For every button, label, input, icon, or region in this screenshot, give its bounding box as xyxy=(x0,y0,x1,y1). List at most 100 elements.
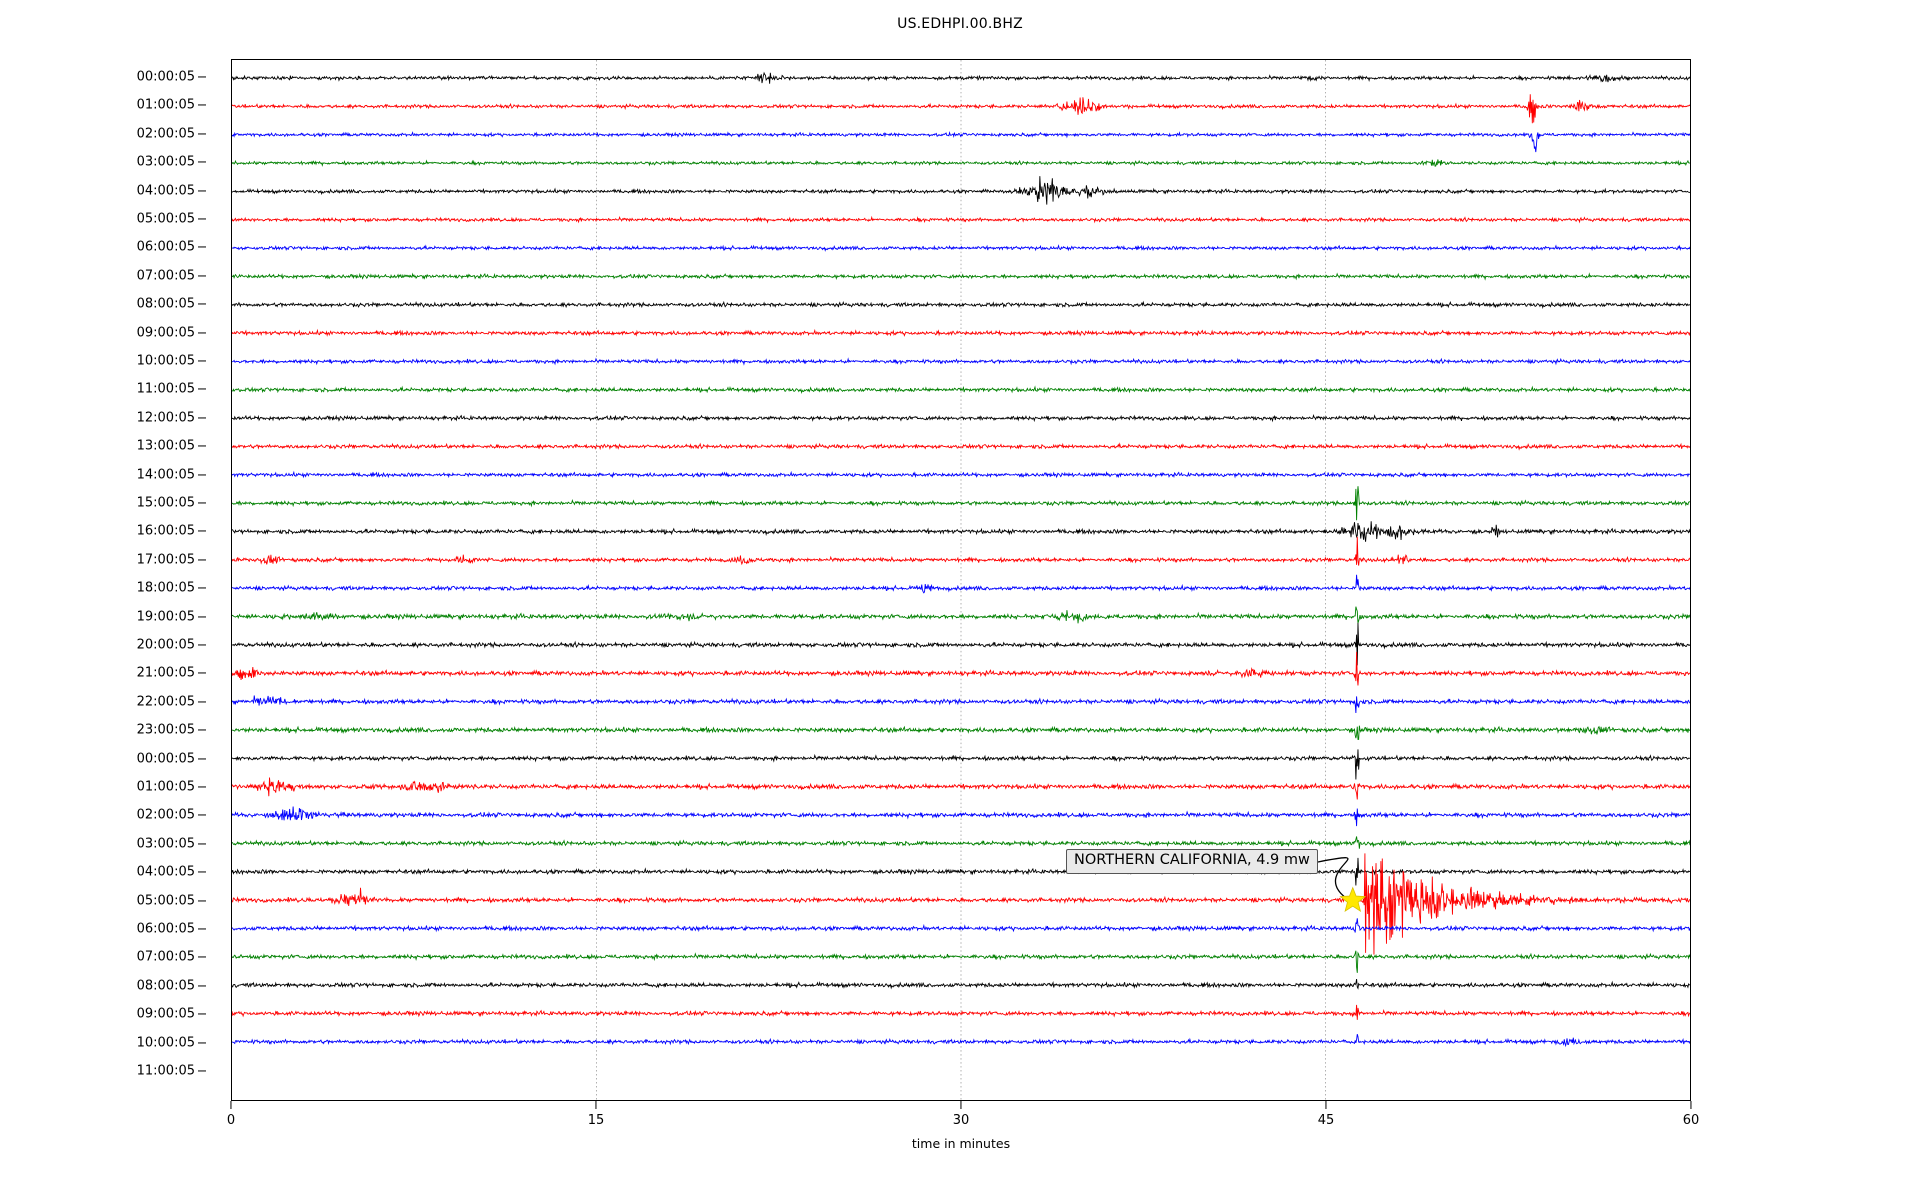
y-tick-mark-16 xyxy=(198,530,206,532)
trace-row-29 xyxy=(232,853,1690,955)
trace-row-3 xyxy=(232,159,1690,167)
y-tick-label-4: 04:00:05 xyxy=(136,183,195,199)
y-tick-mark-6 xyxy=(198,246,206,248)
y-tick-label-27: 03:00:05 xyxy=(136,836,195,852)
x-axis: 0 15 30 45 60 xyxy=(227,1101,1699,1161)
plot-axes-area xyxy=(231,59,1691,1101)
y-tick-mark-21 xyxy=(198,672,206,674)
y-tick-label-24: 00:00:05 xyxy=(136,751,195,767)
y-tick-label-5: 05:00:05 xyxy=(136,211,195,227)
trace-row-10 xyxy=(232,357,1690,366)
y-tick-mark-5 xyxy=(198,218,206,220)
y-tick-mark-0 xyxy=(198,76,206,78)
y-tick-mark-10 xyxy=(198,360,206,362)
y-tick-label-10: 10:00:05 xyxy=(136,353,195,369)
trace-row-0 xyxy=(232,71,1690,84)
trace-row-23 xyxy=(232,725,1690,740)
trace-row-2 xyxy=(232,130,1690,153)
y-tick-mark-1 xyxy=(198,104,206,106)
trace-row-21 xyxy=(232,651,1690,686)
trace-row-27 xyxy=(232,836,1690,849)
trace-row-8 xyxy=(232,300,1690,310)
trace-row-14 xyxy=(232,470,1690,479)
trace-row-13 xyxy=(232,442,1690,451)
y-tick-label-30: 06:00:05 xyxy=(136,921,195,937)
y-tick-mark-7 xyxy=(198,275,206,277)
trace-row-18 xyxy=(232,574,1690,594)
y-tick-label-17: 17:00:05 xyxy=(136,552,195,568)
y-tick-label-29: 05:00:05 xyxy=(136,893,195,909)
y-tick-label-33: 09:00:05 xyxy=(136,1006,195,1022)
y-tick-mark-4 xyxy=(198,190,206,192)
x-tick-mark-1 xyxy=(595,1101,597,1109)
trace-row-22 xyxy=(232,695,1690,713)
y-tick-label-31: 07:00:05 xyxy=(136,949,195,965)
y-tick-mark-31 xyxy=(198,956,206,958)
y-tick-label-12: 12:00:05 xyxy=(136,410,195,426)
y-tick-mark-29 xyxy=(198,900,206,902)
y-tick-mark-8 xyxy=(198,303,206,305)
y-tick-label-34: 10:00:05 xyxy=(136,1035,195,1051)
trace-row-32 xyxy=(232,978,1690,990)
y-tick-mark-28 xyxy=(198,871,206,873)
trace-row-15 xyxy=(232,486,1690,521)
trace-row-31 xyxy=(232,950,1690,973)
trace-row-9 xyxy=(232,328,1690,337)
trace-row-33 xyxy=(232,1004,1690,1020)
y-tick-label-14: 14:00:05 xyxy=(136,467,195,483)
trace-row-16 xyxy=(232,521,1690,542)
y-tick-mark-32 xyxy=(198,985,206,987)
trace-row-25 xyxy=(232,777,1690,800)
trace-row-34 xyxy=(232,1034,1690,1048)
x-axis-title: time in minutes xyxy=(911,1136,1011,1151)
event-annotation-label: NORTHERN CALIFORNIA, 4.9 mw xyxy=(1066,849,1318,874)
y-tick-label-18: 18:00:05 xyxy=(136,580,195,596)
y-tick-mark-15 xyxy=(198,502,206,504)
y-tick-label-26: 02:00:05 xyxy=(136,807,195,823)
trace-row-24 xyxy=(232,749,1690,780)
y-tick-label-23: 23:00:05 xyxy=(136,722,195,738)
y-tick-mark-27 xyxy=(198,843,206,845)
y-tick-label-25: 01:00:05 xyxy=(136,779,195,795)
x-tick-mark-3 xyxy=(1325,1101,1327,1109)
y-tick-mark-25 xyxy=(198,786,206,788)
y-tick-mark-24 xyxy=(198,758,206,760)
y-tick-mark-35 xyxy=(198,1070,206,1072)
y-tick-mark-13 xyxy=(198,445,206,447)
seismic-traces xyxy=(232,60,1690,1100)
y-tick-label-19: 19:00:05 xyxy=(136,609,195,625)
y-tick-mark-26 xyxy=(198,814,206,816)
x-tick-label-2: 30 xyxy=(952,1113,970,1128)
y-tick-mark-17 xyxy=(198,559,206,561)
y-tick-mark-9 xyxy=(198,332,206,334)
x-tick-label-4: 60 xyxy=(1682,1113,1700,1128)
y-tick-mark-14 xyxy=(198,474,206,476)
y-tick-label-1: 01:00:05 xyxy=(136,97,195,113)
trace-row-20 xyxy=(232,622,1690,666)
trace-row-1 xyxy=(232,94,1690,124)
y-tick-mark-30 xyxy=(198,928,206,930)
y-tick-mark-12 xyxy=(198,417,206,419)
x-tick-label-0: 0 xyxy=(226,1113,236,1128)
y-tick-label-16: 16:00:05 xyxy=(136,523,195,539)
y-tick-label-0: 00:00:05 xyxy=(136,69,195,85)
y-tick-label-8: 08:00:05 xyxy=(136,296,195,312)
x-tick-mark-4 xyxy=(1690,1101,1692,1109)
y-tick-label-11: 11:00:05 xyxy=(136,381,195,397)
trace-row-19 xyxy=(232,606,1690,624)
y-tick-label-9: 09:00:05 xyxy=(136,325,195,341)
y-tick-mark-23 xyxy=(198,729,206,731)
y-tick-label-22: 22:00:05 xyxy=(136,694,195,710)
y-tick-label-28: 04:00:05 xyxy=(136,864,195,880)
trace-row-11 xyxy=(232,385,1690,395)
y-tick-label-15: 15:00:05 xyxy=(136,495,195,511)
y-tick-mark-33 xyxy=(198,1013,206,1015)
y-tick-label-2: 02:00:05 xyxy=(136,126,195,142)
y-tick-mark-11 xyxy=(198,388,206,390)
y-tick-mark-2 xyxy=(198,133,206,135)
y-tick-mark-20 xyxy=(198,644,206,646)
y-tick-label-32: 08:00:05 xyxy=(136,978,195,994)
y-tick-mark-34 xyxy=(198,1042,206,1044)
x-tick-mark-2 xyxy=(960,1101,962,1109)
